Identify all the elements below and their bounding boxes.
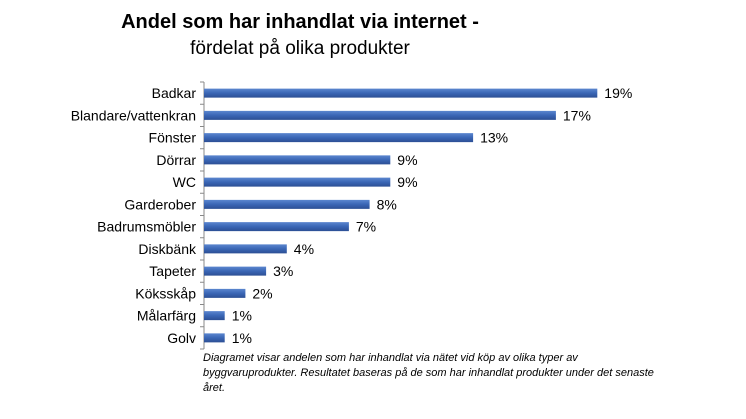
- bar: [204, 155, 391, 165]
- value-label: 17%: [563, 107, 591, 123]
- value-label: 1%: [232, 330, 252, 346]
- category-label: Diskbänk: [138, 241, 197, 257]
- value-label: 2%: [252, 285, 272, 301]
- value-label: 4%: [294, 241, 314, 257]
- bar: [204, 199, 370, 209]
- bar: [204, 88, 598, 98]
- bar: [204, 244, 287, 254]
- bar: [204, 333, 225, 343]
- category-label: Dörrar: [156, 152, 196, 168]
- value-label: 9%: [397, 152, 417, 168]
- bar: [204, 110, 556, 120]
- bar: [204, 177, 391, 187]
- category-label: Köksskåp: [135, 285, 196, 301]
- chart-title: Andel som har inhandlat via internet -: [121, 11, 479, 33]
- category-label: WC: [173, 174, 196, 190]
- value-label: 7%: [356, 219, 376, 235]
- bar: [204, 288, 246, 298]
- value-label: 19%: [604, 85, 632, 101]
- category-label: Målarfärg: [137, 308, 196, 324]
- category-label: Badkar: [152, 85, 197, 101]
- value-label: 3%: [273, 263, 293, 279]
- value-label: 13%: [480, 130, 508, 146]
- category-label: Fönster: [149, 130, 197, 146]
- category-label: Badrumsmöbler: [97, 219, 196, 235]
- chart-subtitle: fördelat på olika produkter: [190, 38, 410, 59]
- category-label: Blandare/vattenkran: [71, 107, 196, 123]
- bar: [204, 133, 474, 143]
- category-label: Golv: [167, 330, 196, 346]
- value-label: 8%: [377, 196, 397, 212]
- category-label: Tapeter: [149, 263, 196, 279]
- bar: [204, 266, 267, 276]
- chart-caption: Diagramet visar andelen som har inhandla…: [203, 352, 654, 394]
- bar: [204, 222, 349, 232]
- value-label: 1%: [232, 308, 252, 324]
- value-label: 9%: [397, 174, 417, 190]
- category-label: Garderober: [124, 196, 196, 212]
- bar: [204, 311, 225, 321]
